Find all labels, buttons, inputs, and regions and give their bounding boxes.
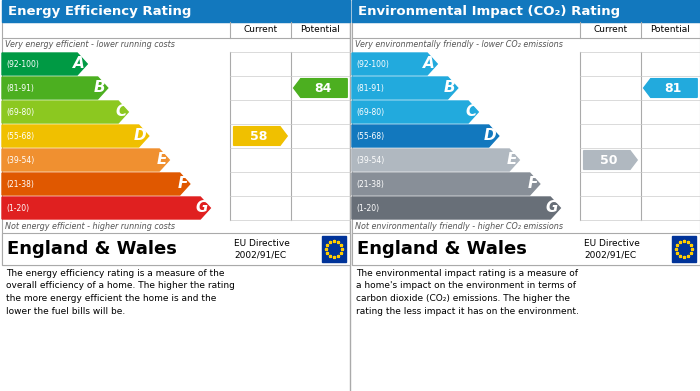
Text: D: D bbox=[134, 129, 147, 143]
Text: F: F bbox=[177, 176, 188, 192]
Text: Current: Current bbox=[244, 25, 277, 34]
Text: Potential: Potential bbox=[300, 25, 340, 34]
Text: (81-91): (81-91) bbox=[356, 84, 384, 93]
Text: EU Directive
2002/91/EC: EU Directive 2002/91/EC bbox=[234, 239, 290, 259]
Text: D: D bbox=[484, 129, 497, 143]
Text: The environmental impact rating is a measure of
a home's impact on the environme: The environmental impact rating is a mea… bbox=[356, 269, 579, 316]
Polygon shape bbox=[2, 197, 210, 219]
Polygon shape bbox=[2, 149, 169, 171]
Text: EU Directive
2002/91/EC: EU Directive 2002/91/EC bbox=[584, 239, 640, 259]
Text: Not environmentally friendly - higher CO₂ emissions: Not environmentally friendly - higher CO… bbox=[355, 222, 563, 231]
Text: F: F bbox=[527, 176, 538, 192]
Polygon shape bbox=[2, 125, 149, 147]
Text: England & Wales: England & Wales bbox=[357, 240, 527, 258]
Text: A: A bbox=[74, 57, 85, 72]
Text: Very environmentally friendly - lower CO₂ emissions: Very environmentally friendly - lower CO… bbox=[355, 40, 563, 49]
Polygon shape bbox=[2, 101, 128, 123]
Bar bbox=[2, 233, 350, 265]
Polygon shape bbox=[352, 125, 499, 147]
Text: B: B bbox=[444, 81, 456, 95]
Text: (69-80): (69-80) bbox=[356, 108, 384, 117]
Polygon shape bbox=[2, 53, 87, 75]
Bar bbox=[352, 22, 700, 265]
Text: (92-100): (92-100) bbox=[356, 59, 389, 68]
Text: (1-20): (1-20) bbox=[6, 203, 29, 212]
Bar bbox=[352, 233, 700, 265]
Text: (39-54): (39-54) bbox=[6, 156, 34, 165]
Polygon shape bbox=[643, 79, 697, 97]
Text: (81-91): (81-91) bbox=[6, 84, 34, 93]
Polygon shape bbox=[234, 127, 287, 145]
Polygon shape bbox=[352, 77, 458, 99]
Polygon shape bbox=[2, 173, 190, 195]
Bar bbox=[352, 0, 700, 22]
Text: G: G bbox=[546, 201, 559, 215]
Text: (21-38): (21-38) bbox=[356, 179, 384, 188]
Text: Current: Current bbox=[594, 25, 627, 34]
Text: 84: 84 bbox=[314, 81, 331, 95]
Bar bbox=[672, 236, 696, 262]
Text: 81: 81 bbox=[664, 81, 681, 95]
Polygon shape bbox=[352, 149, 519, 171]
Text: (21-38): (21-38) bbox=[6, 179, 34, 188]
Text: 50: 50 bbox=[599, 154, 617, 167]
Text: E: E bbox=[157, 152, 167, 167]
Text: Not energy efficient - higher running costs: Not energy efficient - higher running co… bbox=[5, 222, 175, 231]
Text: A: A bbox=[424, 57, 435, 72]
Text: (55-68): (55-68) bbox=[6, 131, 34, 140]
Text: G: G bbox=[196, 201, 209, 215]
Polygon shape bbox=[352, 197, 560, 219]
Polygon shape bbox=[584, 151, 637, 169]
Text: (69-80): (69-80) bbox=[6, 108, 34, 117]
Text: (1-20): (1-20) bbox=[356, 203, 379, 212]
Bar bbox=[2, 22, 350, 265]
Text: England & Wales: England & Wales bbox=[7, 240, 177, 258]
Polygon shape bbox=[2, 77, 108, 99]
Polygon shape bbox=[352, 173, 540, 195]
Text: C: C bbox=[115, 104, 126, 120]
Text: B: B bbox=[94, 81, 106, 95]
Text: (55-68): (55-68) bbox=[356, 131, 384, 140]
Text: (39-54): (39-54) bbox=[356, 156, 384, 165]
Text: Very energy efficient - lower running costs: Very energy efficient - lower running co… bbox=[5, 40, 175, 49]
Text: Potential: Potential bbox=[650, 25, 690, 34]
Text: (92-100): (92-100) bbox=[6, 59, 39, 68]
Text: Environmental Impact (CO₂) Rating: Environmental Impact (CO₂) Rating bbox=[358, 5, 620, 18]
Text: 58: 58 bbox=[250, 129, 267, 142]
Bar bbox=[322, 236, 346, 262]
Polygon shape bbox=[352, 101, 478, 123]
Bar bbox=[2, 0, 350, 22]
Text: E: E bbox=[507, 152, 517, 167]
Polygon shape bbox=[293, 79, 347, 97]
Text: Energy Efficiency Rating: Energy Efficiency Rating bbox=[8, 5, 191, 18]
Polygon shape bbox=[352, 53, 438, 75]
Text: C: C bbox=[465, 104, 476, 120]
Text: The energy efficiency rating is a measure of the
overall efficiency of a home. T: The energy efficiency rating is a measur… bbox=[6, 269, 235, 316]
